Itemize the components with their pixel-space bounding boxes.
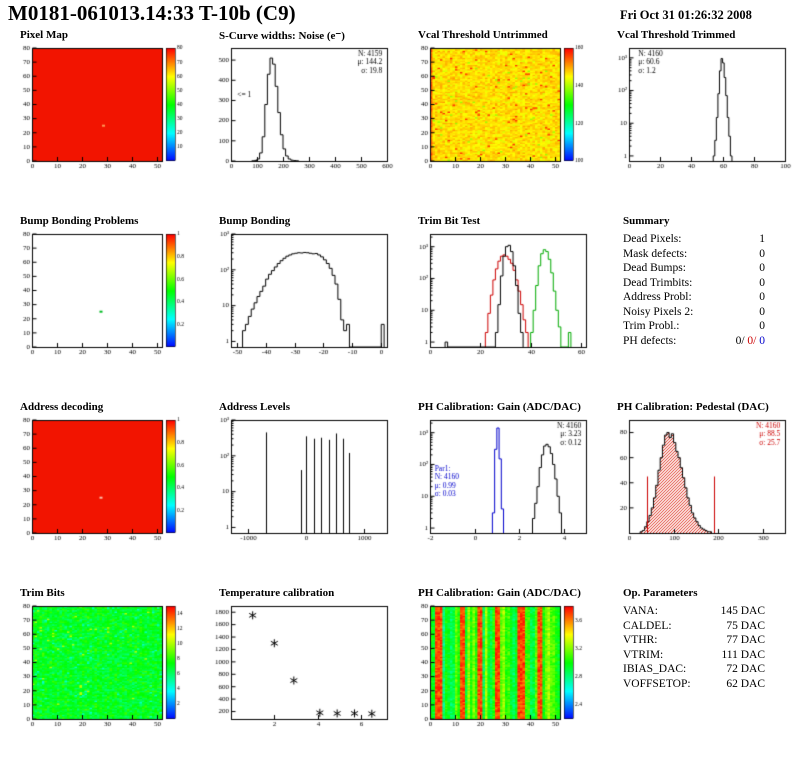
panel-address_decoding: Address decoding xyxy=(0,399,199,585)
row-value: 145 DAC xyxy=(720,605,765,617)
row-value: 1 xyxy=(759,233,765,245)
panel-grid: Pixel Map S-Curve widths: Noise (e⁻) Vcal … xyxy=(0,27,796,771)
op-parameters-row: VANA: 145 DAC xyxy=(623,604,765,619)
row-label: Dead Pixels: xyxy=(623,233,682,245)
summary-panel: Summary Dead Pixels: 1 Mask defects: 0 Dead B… xyxy=(597,213,796,399)
ph_pedestal-plot xyxy=(603,415,793,547)
report-header: M0181-061013.14:33 T-10b (C9) Fri Oct 31… xyxy=(0,0,796,27)
summary-title: Summary xyxy=(623,215,670,227)
summary-row: Address Probl: 0 xyxy=(623,290,765,305)
row-label: PH defects: xyxy=(623,334,677,347)
chart-title-bump_bonding: Bump Bonding xyxy=(219,215,291,227)
ph-defect-count: 0 xyxy=(756,334,765,347)
panel-vcal_untrimmed: Vcal Threshold Untrimmed xyxy=(398,27,597,213)
row-label: Mask defects: xyxy=(623,247,688,260)
panel-trim_bits: Trim Bits xyxy=(0,585,199,771)
row-value: 111 DAC xyxy=(721,648,765,661)
row-value: 0 xyxy=(759,262,765,274)
panel-vcal_trimmed: Vcal Threshold Trimmed xyxy=(597,27,796,213)
row-value: 0/ 0/ 0 xyxy=(736,334,765,349)
op-parameters-row: CALDEL: 75 DAC xyxy=(623,619,765,634)
panel-temp_calibration: Temperature calibration xyxy=(199,585,398,771)
row-value: 0 xyxy=(759,276,765,289)
chart-title-pixel_map: Pixel Map xyxy=(20,29,68,41)
panel-bump_bonding: Bump Bonding xyxy=(199,213,398,399)
ph-defect-count: 0/ xyxy=(735,334,745,347)
row-value: 77 DAC xyxy=(726,634,765,646)
chart-title-scurve_noise: S-Curve widths: Noise (e⁻) xyxy=(219,30,345,42)
address_decoding-plot xyxy=(6,415,196,547)
address_levels-plot xyxy=(205,415,395,547)
summary-row: Dead Pixels: 1 xyxy=(623,232,765,247)
row-label: VTRIM: xyxy=(623,648,664,661)
panel-bump_problems: Bump Bonding Problems xyxy=(0,213,199,399)
chart-title-trim_bits: Trim Bits xyxy=(20,587,65,599)
trim_bits-plot xyxy=(6,601,196,733)
ph-defect-count: 0/ xyxy=(744,334,757,347)
op-parameters-panel: Op. Parameters VANA: 145 DAC CALDEL: 75 DAC V… xyxy=(597,585,796,771)
vcal_untrimmed-plot xyxy=(404,43,594,175)
row-value: 0 xyxy=(759,305,765,318)
pixel_map-plot xyxy=(6,43,196,175)
chart-title-ph_pedestal: PH Calibration: Pedestal (DAC) xyxy=(617,401,769,413)
row-label: VTHR: xyxy=(623,634,658,646)
chart-title-trim_bit_test: Trim Bit Test xyxy=(418,215,481,227)
temp_calibration-plot xyxy=(205,601,395,733)
panel-trim_bit_test: Trim Bit Test xyxy=(398,213,597,399)
row-value: 0 xyxy=(759,320,765,332)
row-label: Address Probl: xyxy=(623,291,692,303)
chart-title-address_levels: Address Levels xyxy=(219,401,290,413)
panel-address_levels: Address Levels xyxy=(199,399,398,585)
op-parameters-row: IBIAS_DAC: 72 DAC xyxy=(623,662,765,677)
ph_gain-plot xyxy=(404,415,594,547)
panel-scurve_noise: S-Curve widths: Noise (e⁻) xyxy=(199,27,398,213)
row-value: 0 xyxy=(759,291,765,303)
vcal_trimmed-plot xyxy=(603,43,793,175)
panel-pixel_map: Pixel Map xyxy=(0,27,199,213)
row-value: 62 DAC xyxy=(726,677,765,690)
panel-ph_gain_map: PH Calibration: Gain (ADC/DAC) xyxy=(398,585,597,771)
summary-row: Mask defects: 0 xyxy=(623,247,765,262)
row-label: Trim Probl.: xyxy=(623,320,680,332)
chart-title-vcal_trimmed: Vcal Threshold Trimmed xyxy=(617,29,736,41)
summary-row: Trim Probl.: 0 xyxy=(623,319,765,334)
summary-row: Dead Trimbits: 0 xyxy=(623,276,765,291)
row-label: Noisy Pixels 2: xyxy=(623,305,694,318)
row-label: VOFFSETOP: xyxy=(623,677,691,690)
bump_problems-plot xyxy=(6,229,196,361)
op-parameters-row: VOFFSETOP: 62 DAC xyxy=(623,677,765,692)
chart-title-vcal_untrimmed: Vcal Threshold Untrimmed xyxy=(418,29,548,41)
summary-row: Dead Bumps: 0 xyxy=(623,261,765,276)
ph_gain_map-plot xyxy=(404,601,594,733)
chart-title-bump_problems: Bump Bonding Problems xyxy=(20,215,139,227)
summary-row-ph-defects: PH defects: 0/ 0/ 0 xyxy=(623,334,765,349)
row-label: IBIAS_DAC: xyxy=(623,663,687,675)
row-value: 0 xyxy=(759,247,765,260)
row-label: VANA: xyxy=(623,605,658,617)
page-title: M0181-061013.14:33 T-10b (C9) xyxy=(8,1,296,25)
row-value: 75 DAC xyxy=(726,619,765,632)
chart-title-ph_gain_map: PH Calibration: Gain (ADC/DAC) xyxy=(418,587,581,599)
chart-title-address_decoding: Address decoding xyxy=(20,401,104,413)
chart-title-temp_calibration: Temperature calibration xyxy=(219,587,335,599)
row-value: 72 DAC xyxy=(726,663,765,675)
row-label: CALDEL: xyxy=(623,619,672,632)
op-parameters-row: VTHR: 77 DAC xyxy=(623,633,765,648)
trim_bit_test-plot xyxy=(404,229,594,361)
chart-title-ph_gain: PH Calibration: Gain (ADC/DAC) xyxy=(418,401,581,413)
op-parameters-row: VTRIM: 111 DAC xyxy=(623,648,765,663)
panel-ph_pedestal: PH Calibration: Pedestal (DAC) xyxy=(597,399,796,585)
report-date: Fri Oct 31 01:26:32 2008 xyxy=(620,8,752,22)
row-label: Dead Trimbits: xyxy=(623,276,693,289)
summary-row: Noisy Pixels 2: 0 xyxy=(623,305,765,320)
panel-ph_gain: PH Calibration: Gain (ADC/DAC) xyxy=(398,399,597,585)
row-label: Dead Bumps: xyxy=(623,262,686,274)
scurve_noise-plot xyxy=(205,43,395,175)
op-parameters-title: Op. Parameters xyxy=(623,587,698,599)
bump_bonding-plot xyxy=(205,229,395,361)
